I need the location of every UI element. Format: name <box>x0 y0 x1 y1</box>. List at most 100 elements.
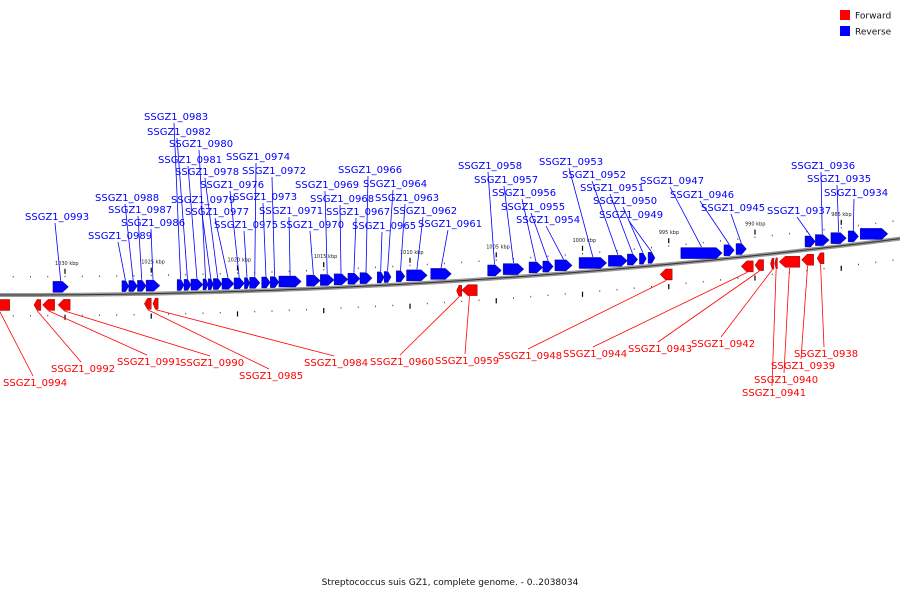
gene-arrow-reverse[interactable] <box>860 228 889 240</box>
gene-label-forward[interactable]: SSGZ1_0985 <box>239 371 303 382</box>
gene-label-forward[interactable]: SSGZ1_0984 <box>304 358 368 369</box>
gene-arrow-reverse[interactable] <box>320 274 335 286</box>
gene-label-reverse[interactable]: SSGZ1_0976 <box>200 180 264 191</box>
gene-label-reverse[interactable]: SSGZ1_0986 <box>121 218 185 229</box>
gene-label-reverse[interactable]: SSGZ1_0967 <box>326 207 390 218</box>
gene-label-reverse[interactable]: SSGZ1_0955 <box>501 202 565 213</box>
gene-arrow-reverse[interactable] <box>244 277 250 289</box>
gene-arrow-reverse[interactable] <box>554 259 573 272</box>
gene-label-reverse[interactable]: SSGZ1_0945 <box>701 203 765 214</box>
gene-label-forward[interactable]: SSGZ1_0939 <box>771 361 835 372</box>
gene-arrow-reverse[interactable] <box>176 279 185 291</box>
gene-label-reverse[interactable]: SSGZ1_0951 <box>580 183 644 194</box>
gene-arrow-reverse[interactable] <box>377 271 385 284</box>
gene-arrow-reverse[interactable] <box>430 268 452 280</box>
gene-arrow-reverse[interactable] <box>190 278 204 291</box>
gene-arrow-reverse[interactable] <box>333 273 349 286</box>
gene-arrow-reverse[interactable] <box>359 272 373 284</box>
gene-label-reverse[interactable]: SSGZ1_0934 <box>824 188 888 199</box>
gene-label-reverse[interactable]: SSGZ1_0973 <box>233 192 297 203</box>
gene-label-reverse[interactable]: SSGZ1_0964 <box>363 179 427 190</box>
gene-arrow-reverse[interactable] <box>647 252 656 264</box>
gene-label-reverse[interactable]: SSGZ1_0988 <box>95 193 159 204</box>
gene-arrow-reverse[interactable] <box>383 271 392 283</box>
gene-label-forward[interactable]: SSGZ1_0938 <box>794 349 858 360</box>
gene-label-forward[interactable]: SSGZ1_0943 <box>628 344 692 355</box>
gene-label-reverse[interactable]: SSGZ1_0980 <box>169 139 233 150</box>
gene-label-reverse[interactable]: SSGZ1_0977 <box>185 207 249 218</box>
gene-label-reverse[interactable]: SSGZ1_0971 <box>259 206 323 217</box>
gene-arrow-reverse[interactable] <box>502 263 525 275</box>
gene-arrow-forward[interactable] <box>659 268 673 281</box>
gene-label-forward[interactable]: SSGZ1_0944 <box>563 349 627 360</box>
gene-label-reverse[interactable]: SSGZ1_0935 <box>807 174 871 185</box>
gene-arrow-reverse[interactable] <box>207 278 214 290</box>
gene-arrow-reverse[interactable] <box>347 273 361 285</box>
gene-arrow-reverse[interactable] <box>735 243 747 255</box>
gene-label-reverse[interactable]: SSGZ1_0966 <box>338 165 402 176</box>
gene-arrow-reverse[interactable] <box>847 230 859 243</box>
gene-arrow-reverse[interactable] <box>221 278 235 290</box>
gene-arrow-reverse[interactable] <box>723 244 735 256</box>
gene-label-reverse[interactable]: SSGZ1_0969 <box>295 180 359 191</box>
gene-arrow-reverse[interactable] <box>680 247 723 259</box>
gene-label-reverse[interactable]: SSGZ1_0956 <box>492 188 556 199</box>
gene-label-reverse[interactable]: SSGZ1_0961 <box>418 219 482 230</box>
gene-arrow-reverse[interactable] <box>121 280 130 292</box>
gene-arrow-reverse[interactable] <box>578 257 607 269</box>
gene-label-reverse[interactable]: SSGZ1_0981 <box>158 155 222 166</box>
gene-arrow-forward[interactable] <box>42 299 55 311</box>
gene-label-reverse[interactable]: SSGZ1_0982 <box>147 127 211 138</box>
gene-label-reverse[interactable]: SSGZ1_0957 <box>474 175 538 186</box>
gene-arrow-forward[interactable] <box>740 260 754 273</box>
gene-arrow-reverse[interactable] <box>233 277 245 290</box>
gene-arrow-reverse[interactable] <box>52 281 69 293</box>
gene-arrow-forward[interactable] <box>816 252 825 264</box>
gene-label-reverse[interactable]: SSGZ1_0950 <box>593 196 657 207</box>
gene-label-reverse[interactable]: SSGZ1_0965 <box>352 221 416 232</box>
gene-arrow-forward[interactable] <box>774 257 778 269</box>
gene-arrow-reverse[interactable] <box>306 274 321 287</box>
gene-label-reverse[interactable]: SSGZ1_0946 <box>670 190 734 201</box>
gene-arrow-forward[interactable] <box>770 258 775 270</box>
gene-label-reverse[interactable]: SSGZ1_0983 <box>144 112 208 123</box>
gene-arrow-reverse[interactable] <box>830 232 847 244</box>
gene-label-reverse[interactable]: SSGZ1_0970 <box>280 220 344 231</box>
gene-arrow-forward[interactable] <box>144 298 152 310</box>
gene-label-reverse[interactable]: SSGZ1_0936 <box>791 161 855 172</box>
gene-arrow-forward[interactable] <box>33 299 42 311</box>
gene-label-reverse[interactable]: SSGZ1_0978 <box>175 167 239 178</box>
gene-arrow-reverse[interactable] <box>270 276 280 288</box>
gene-label-forward[interactable]: SSGZ1_0994 <box>3 378 67 389</box>
gene-arrow-reverse[interactable] <box>396 270 406 282</box>
gene-arrow-forward[interactable] <box>152 297 159 310</box>
gene-arrow-forward[interactable] <box>456 285 462 297</box>
gene-arrow-reverse[interactable] <box>278 275 302 288</box>
gene-arrow-reverse[interactable] <box>608 255 628 267</box>
gene-label-reverse[interactable]: SSGZ1_0963 <box>375 193 439 204</box>
gene-arrow-reverse[interactable] <box>406 269 428 282</box>
gene-arrow-reverse[interactable] <box>137 280 147 292</box>
gene-label-forward[interactable]: SSGZ1_0948 <box>498 351 562 362</box>
gene-label-reverse[interactable]: SSGZ1_0953 <box>539 157 603 168</box>
gene-arrow-forward[interactable] <box>754 259 764 271</box>
gene-arrow-reverse[interactable] <box>487 264 502 277</box>
gene-label-reverse[interactable]: SSGZ1_0979 <box>171 195 235 206</box>
gene-arrow-forward[interactable] <box>57 299 71 311</box>
gene-arrow-reverse[interactable] <box>128 280 138 292</box>
gene-arrow-reverse[interactable] <box>639 252 647 265</box>
gene-arrow-forward[interactable] <box>0 299 10 311</box>
gene-arrow-forward[interactable] <box>461 284 478 296</box>
gene-label-forward[interactable]: SSGZ1_0992 <box>51 364 115 375</box>
gene-label-reverse[interactable]: SSGZ1_0993 <box>25 212 89 223</box>
gene-arrow-reverse[interactable] <box>261 276 271 289</box>
gene-arrow-forward[interactable] <box>778 256 801 268</box>
gene-label-forward[interactable]: SSGZ1_0990 <box>180 358 244 369</box>
gene-label-reverse[interactable]: SSGZ1_0987 <box>108 205 172 216</box>
gene-label-forward[interactable]: SSGZ1_0942 <box>691 339 755 350</box>
gene-label-reverse[interactable]: SSGZ1_0975 <box>214 220 278 231</box>
gene-label-reverse[interactable]: SSGZ1_0972 <box>242 166 306 177</box>
gene-arrow-reverse[interactable] <box>202 278 209 291</box>
gene-arrow-reverse[interactable] <box>213 278 223 290</box>
gene-label-reverse[interactable]: SSGZ1_0989 <box>88 231 152 242</box>
